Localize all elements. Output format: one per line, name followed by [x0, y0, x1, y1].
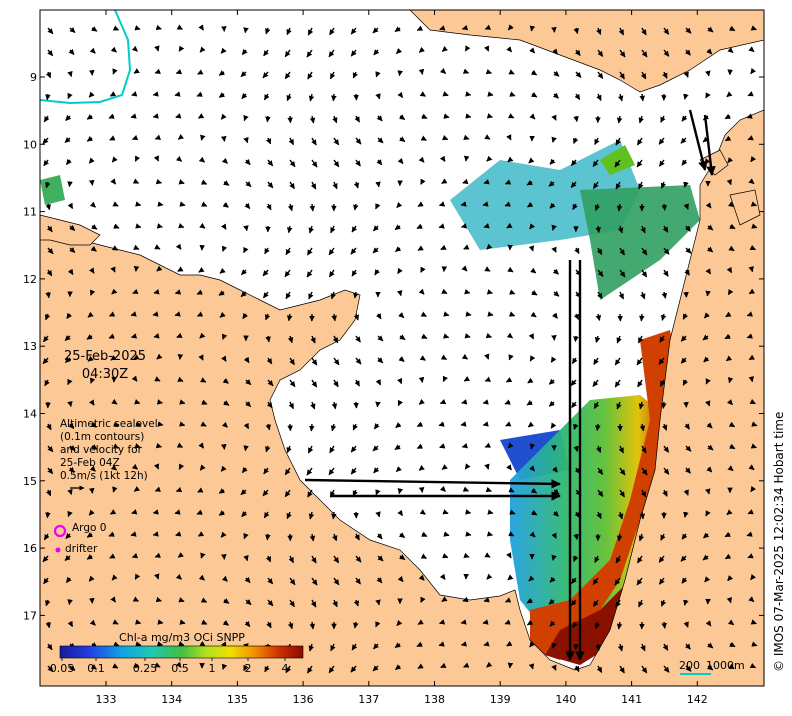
legend-line: 0.5m/s (1kt 12h) — [60, 470, 148, 482]
new-guinea-land — [409, 10, 764, 93]
lon-tick-label: 137 — [358, 693, 379, 706]
legend-line: and velocity for — [60, 444, 142, 456]
credit-text: © IMOS 07-Mar-2025 12:02:34 Hobart time — [772, 411, 786, 672]
colorbar: Chl-a mg/m3 OCi SNPP 0.05 0.1 0.25 0.5 1 2 4 — [50, 631, 304, 675]
lon-tick-label: 133 — [96, 693, 117, 706]
lat-tick-label: 12 — [23, 273, 37, 286]
legend-line: (0.1m contours) — [60, 431, 145, 443]
sealevel-contour — [40, 10, 132, 105]
lon-tick-label: 134 — [161, 693, 182, 706]
scale-bar-left: 200 — [679, 659, 700, 672]
lon-tick-label: 142 — [687, 693, 708, 706]
colorbar-title: Chl-a mg/m3 OCi SNPP — [119, 631, 245, 644]
colorbar-tick-label: 0.05 — [50, 662, 75, 675]
time-text: 04:30Z — [81, 367, 129, 382]
lat-tick-label: 15 — [23, 475, 37, 488]
scale-bar: 200 1000m — [679, 659, 745, 675]
argo-icon — [53, 524, 67, 538]
drifter-icon — [55, 547, 61, 553]
drifter-legend-label: drifter — [65, 543, 98, 555]
strong-currents — [304, 109, 716, 661]
colorbar-tick-label: 0.25 — [133, 662, 158, 675]
lat-tick-label: 16 — [23, 542, 37, 555]
velocity-legend: Altimetric sealevel (0.1m contours) and … — [60, 418, 180, 483]
latitude-axis: 9 10 11 12 13 14 15 16 17 — [23, 71, 764, 622]
lat-tick-label: 13 — [23, 340, 37, 353]
date-text: 25-Feb-2025 — [63, 349, 147, 364]
lat-tick-label: 9 — [30, 71, 37, 84]
colorbar-tick-label: 2 — [245, 662, 252, 675]
lat-tick-label: 11 — [23, 206, 37, 219]
legend-line: Altimetric sealevel — [60, 418, 158, 430]
lon-tick-label: 141 — [621, 693, 642, 706]
chlorophyll-layer — [40, 140, 700, 665]
scale-bar-right: 1000m — [706, 659, 745, 672]
argo-legend-label: Argo 0 — [72, 522, 107, 534]
lon-tick-label: 140 — [555, 693, 576, 706]
lat-tick-label: 17 — [23, 609, 37, 622]
land-layer — [40, 10, 764, 686]
colorbar-tick-label: 0.5 — [171, 662, 189, 675]
lon-tick-label: 138 — [424, 693, 445, 706]
velocity-arrows — [42, 24, 758, 674]
colorbar-tick-label: 4 — [282, 662, 289, 675]
lon-tick-label: 139 — [490, 693, 511, 706]
plot-frame — [39, 9, 765, 687]
lon-tick-label: 136 — [293, 693, 314, 706]
lat-tick-label: 14 — [23, 408, 37, 421]
colorbar-tick-label: 0.1 — [87, 662, 105, 675]
legend-line: 25-Feb 04Z — [60, 457, 120, 469]
longitude-axis: 133 134 135 136 137 138 139 140 141 142 — [96, 10, 708, 706]
australia-land — [40, 109, 764, 686]
lat-tick-label: 10 — [23, 138, 37, 151]
date-time-label: 25-Feb-2025 04:30Z — [60, 348, 150, 384]
colorbar-tick-label: 1 — [209, 662, 216, 675]
lon-tick-label: 135 — [227, 693, 248, 706]
